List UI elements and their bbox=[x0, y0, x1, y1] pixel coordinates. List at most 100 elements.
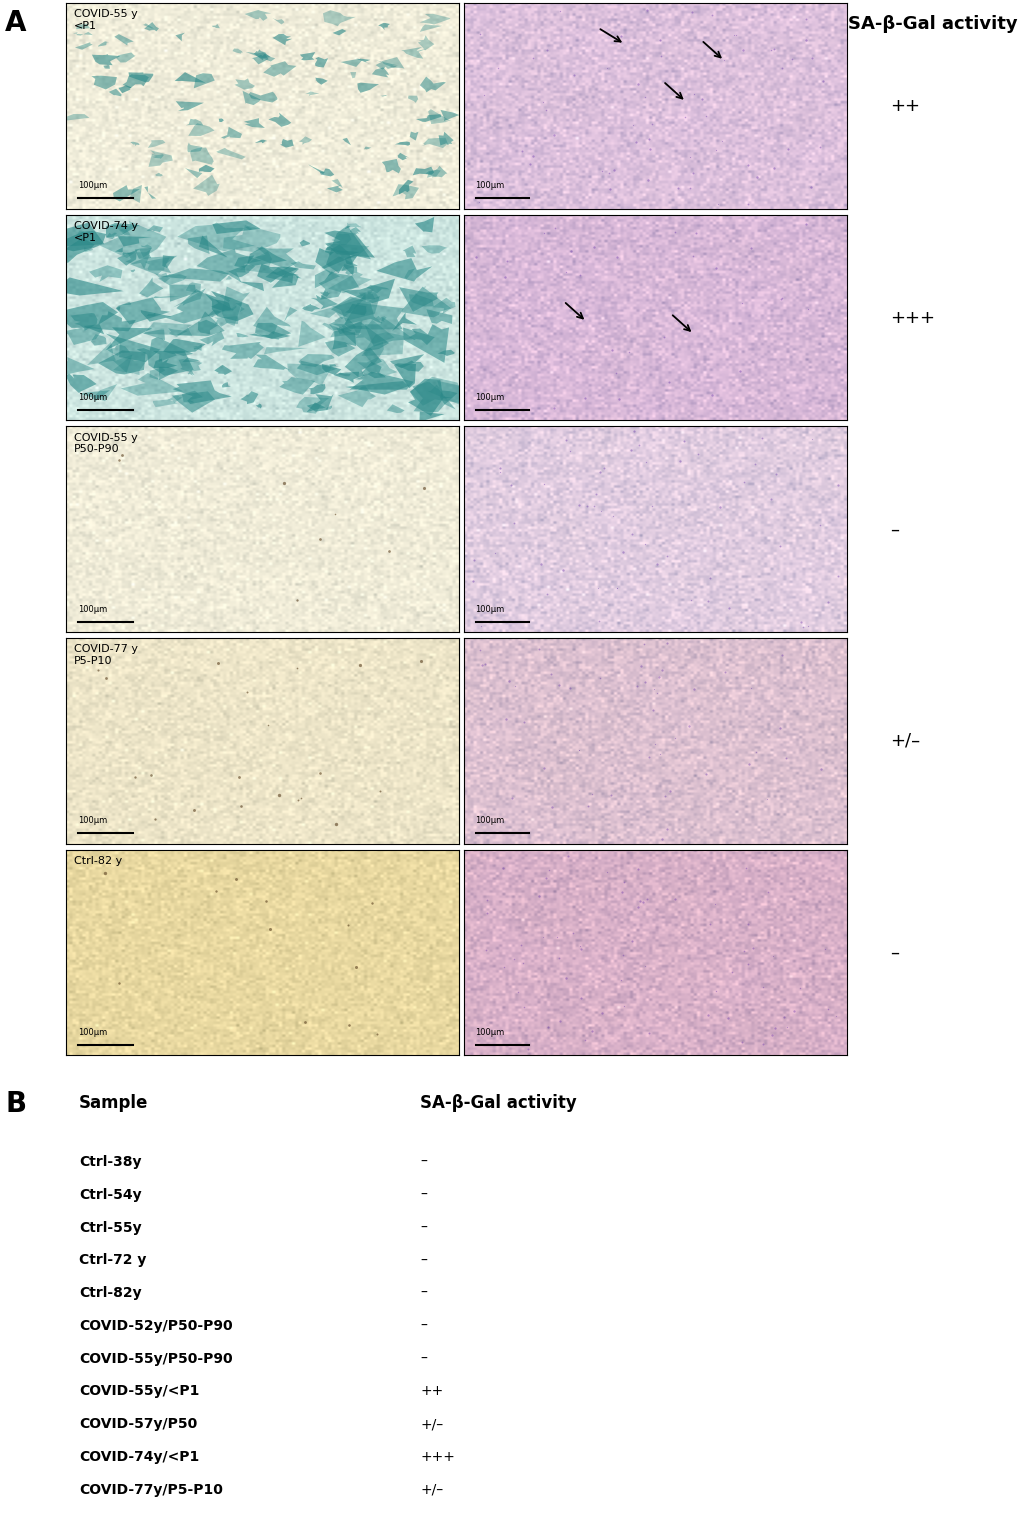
Point bbox=[819, 996, 836, 1020]
Point bbox=[554, 557, 571, 582]
Polygon shape bbox=[181, 391, 203, 402]
Point bbox=[538, 97, 554, 122]
Point bbox=[479, 902, 495, 926]
Point bbox=[699, 589, 715, 614]
Polygon shape bbox=[245, 11, 271, 21]
Point bbox=[583, 781, 599, 806]
Polygon shape bbox=[329, 317, 357, 330]
Polygon shape bbox=[252, 53, 268, 64]
Polygon shape bbox=[147, 225, 163, 231]
Point bbox=[571, 493, 587, 518]
Polygon shape bbox=[216, 148, 246, 160]
Point bbox=[682, 588, 698, 612]
Point bbox=[491, 460, 507, 484]
Point bbox=[550, 673, 567, 698]
Polygon shape bbox=[118, 85, 131, 93]
Point bbox=[595, 457, 611, 481]
Text: 100μm: 100μm bbox=[78, 1028, 107, 1037]
Polygon shape bbox=[173, 288, 206, 308]
Point bbox=[615, 995, 632, 1019]
Point bbox=[494, 856, 511, 880]
Text: SA-β-Gal activity: SA-β-Gal activity bbox=[420, 1095, 577, 1112]
Point bbox=[571, 737, 587, 762]
Polygon shape bbox=[381, 56, 405, 69]
Polygon shape bbox=[420, 137, 447, 148]
Point bbox=[791, 976, 807, 1001]
Polygon shape bbox=[163, 338, 206, 353]
Polygon shape bbox=[228, 265, 255, 277]
Point bbox=[658, 631, 675, 655]
Point bbox=[655, 324, 672, 349]
Polygon shape bbox=[240, 391, 258, 404]
Polygon shape bbox=[326, 245, 354, 276]
Point bbox=[770, 716, 787, 740]
Point bbox=[737, 856, 753, 880]
Point bbox=[683, 0, 699, 24]
Polygon shape bbox=[76, 24, 90, 29]
Polygon shape bbox=[114, 34, 133, 46]
Text: 100μm: 100μm bbox=[475, 816, 504, 825]
Polygon shape bbox=[419, 411, 444, 422]
Point bbox=[794, 615, 810, 640]
Polygon shape bbox=[367, 289, 373, 294]
Point bbox=[707, 139, 723, 163]
Point bbox=[561, 676, 578, 701]
Point bbox=[643, 111, 659, 136]
Polygon shape bbox=[272, 18, 284, 24]
Polygon shape bbox=[325, 340, 356, 356]
Polygon shape bbox=[398, 288, 438, 312]
Point bbox=[754, 1031, 770, 1055]
Polygon shape bbox=[324, 230, 375, 257]
Polygon shape bbox=[144, 23, 159, 32]
Point bbox=[697, 762, 713, 786]
Point bbox=[478, 938, 494, 963]
Polygon shape bbox=[420, 24, 442, 32]
Polygon shape bbox=[437, 350, 454, 356]
Polygon shape bbox=[120, 302, 131, 305]
Point bbox=[516, 710, 532, 734]
Point bbox=[641, 137, 657, 161]
Polygon shape bbox=[128, 73, 153, 82]
Polygon shape bbox=[408, 379, 452, 416]
Polygon shape bbox=[204, 291, 254, 321]
Polygon shape bbox=[223, 225, 280, 253]
Polygon shape bbox=[175, 32, 184, 41]
Polygon shape bbox=[109, 88, 121, 96]
Point bbox=[629, 856, 645, 880]
Point bbox=[669, 177, 686, 201]
Polygon shape bbox=[153, 399, 177, 407]
Point bbox=[660, 370, 677, 394]
Polygon shape bbox=[239, 251, 278, 274]
Polygon shape bbox=[416, 114, 441, 122]
Point bbox=[534, 924, 550, 949]
Polygon shape bbox=[172, 381, 231, 404]
Polygon shape bbox=[105, 327, 153, 350]
Point bbox=[591, 460, 607, 484]
Polygon shape bbox=[419, 14, 450, 24]
Polygon shape bbox=[139, 277, 163, 297]
Point bbox=[472, 21, 488, 46]
Polygon shape bbox=[165, 289, 233, 323]
Point bbox=[312, 527, 328, 551]
Polygon shape bbox=[296, 398, 329, 414]
Point bbox=[643, 493, 659, 518]
Point bbox=[111, 970, 127, 995]
Polygon shape bbox=[184, 168, 202, 178]
Point bbox=[811, 136, 827, 160]
Point bbox=[715, 49, 732, 73]
Point bbox=[763, 1023, 780, 1048]
Point bbox=[753, 426, 769, 451]
Text: –: – bbox=[420, 1285, 427, 1301]
Polygon shape bbox=[106, 233, 117, 239]
Point bbox=[758, 787, 774, 812]
Point bbox=[328, 812, 344, 836]
Point bbox=[498, 248, 515, 273]
Point bbox=[538, 38, 554, 62]
Point bbox=[812, 757, 828, 781]
Text: –: – bbox=[420, 1220, 427, 1235]
Point bbox=[799, 297, 815, 321]
Text: SA-β-Gal activity: SA-β-Gal activity bbox=[848, 15, 1017, 32]
Point bbox=[661, 778, 678, 803]
Point bbox=[288, 656, 305, 681]
Polygon shape bbox=[307, 402, 326, 413]
